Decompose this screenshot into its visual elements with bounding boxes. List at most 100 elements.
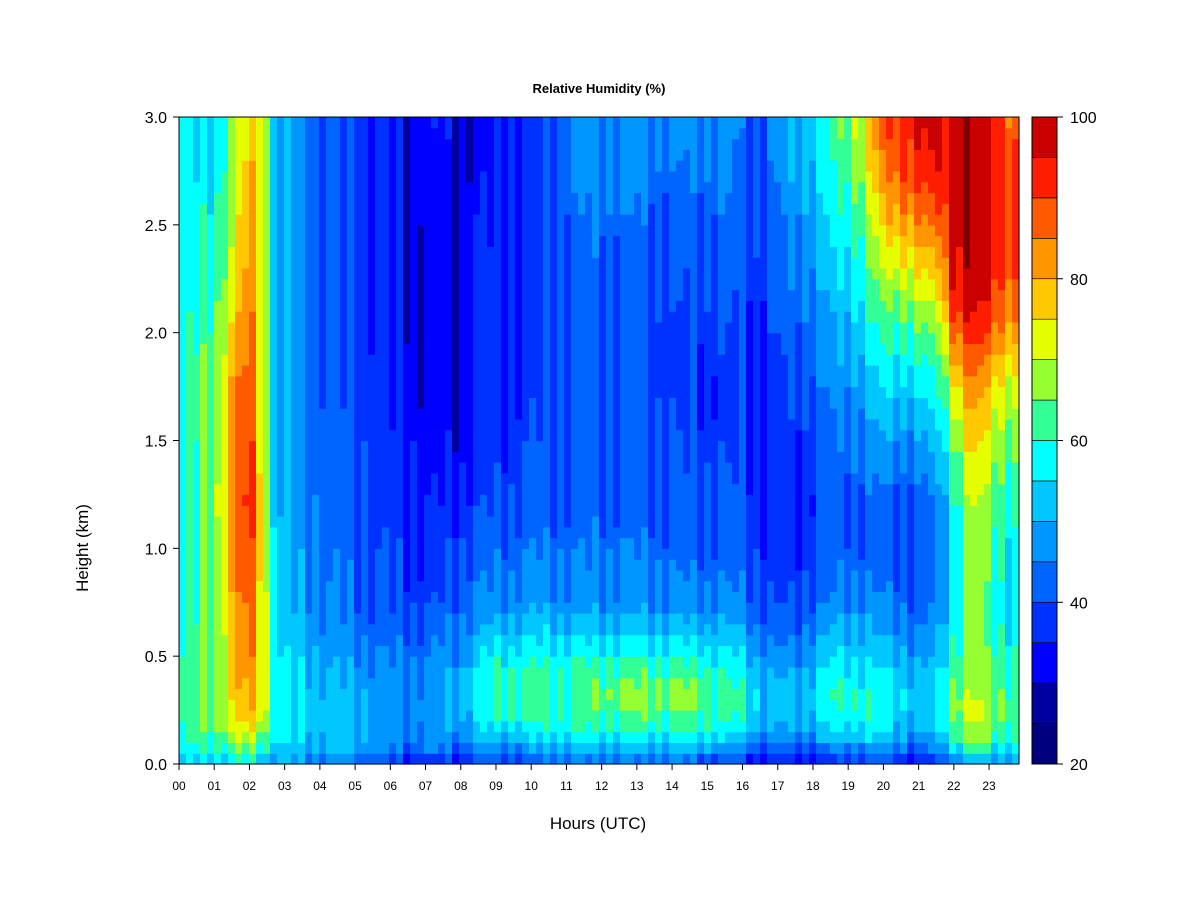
heatmap-cell <box>375 440 383 452</box>
heatmap-cell <box>354 580 362 593</box>
heatmap-cell <box>214 634 222 646</box>
heatmap-cell <box>480 386 488 398</box>
heatmap-cell <box>249 494 257 506</box>
heatmap-cell <box>305 149 313 161</box>
heatmap-cell <box>249 354 257 366</box>
heatmap-cell <box>473 354 481 366</box>
heatmap-cell <box>634 267 642 280</box>
heatmap-cell <box>396 591 404 603</box>
heatmap-cell <box>354 214 362 226</box>
heatmap-cell <box>368 634 376 646</box>
heatmap-cell <box>312 289 320 301</box>
heatmap-cell <box>256 688 264 700</box>
heatmap-cell <box>627 224 635 237</box>
heatmap-cell <box>746 203 754 215</box>
heatmap-cell <box>438 117 446 129</box>
heatmap-cell <box>634 451 642 463</box>
heatmap-cell <box>333 731 341 744</box>
heatmap-cell <box>424 246 432 258</box>
heatmap-cell <box>298 257 306 269</box>
heatmap-cell <box>655 149 663 161</box>
heatmap-cell <box>627 666 635 679</box>
heatmap-cell <box>690 257 698 269</box>
heatmap-cell <box>368 699 376 711</box>
heatmap-cell <box>648 354 656 366</box>
heatmap-cell <box>452 375 460 388</box>
heatmap-cell <box>697 505 705 517</box>
heatmap-cell <box>753 710 761 722</box>
heatmap-cell <box>522 127 530 140</box>
heatmap-cell <box>690 343 698 355</box>
heatmap-cell <box>697 710 705 722</box>
heatmap-cell <box>298 300 306 312</box>
heatmap-cell <box>242 289 250 301</box>
heatmap-cell <box>746 526 754 539</box>
heatmap-cell <box>718 537 726 549</box>
heatmap-cell <box>606 321 614 334</box>
heatmap-cell <box>515 720 523 733</box>
heatmap-cell <box>522 537 530 549</box>
heatmap-cell <box>550 149 558 161</box>
heatmap-cell <box>501 343 509 355</box>
heatmap-cell <box>480 149 488 161</box>
heatmap-cell <box>480 515 488 528</box>
heatmap-cell <box>242 645 250 657</box>
heatmap-cell <box>389 645 397 657</box>
heatmap-cell <box>291 472 299 485</box>
heatmap-cell <box>578 289 586 301</box>
heatmap-cell <box>319 267 327 280</box>
heatmap-cell <box>291 289 299 301</box>
heatmap-cell <box>200 181 208 194</box>
heatmap-cell <box>396 602 404 614</box>
heatmap-cell <box>648 526 656 539</box>
heatmap-cell <box>697 440 705 452</box>
heatmap-cell <box>200 515 208 528</box>
heatmap-cell <box>438 192 446 204</box>
heatmap-cell <box>480 321 488 334</box>
heatmap-cell <box>389 569 397 582</box>
heatmap-cell <box>382 181 390 194</box>
heatmap-cell <box>571 537 579 549</box>
heatmap-cell <box>389 688 397 700</box>
heatmap-cell <box>375 548 383 560</box>
heatmap-cell <box>242 677 250 690</box>
heatmap-cell <box>620 645 628 657</box>
heatmap-cell <box>753 397 761 409</box>
heatmap-cell <box>466 602 474 614</box>
heatmap-cell <box>529 224 537 237</box>
heatmap-cell <box>431 580 439 593</box>
heatmap-cell <box>424 386 432 398</box>
heatmap-cell <box>739 526 747 539</box>
heatmap-cell <box>739 462 747 474</box>
heatmap-cell <box>718 149 726 161</box>
heatmap-cell <box>648 494 656 506</box>
heatmap-cell <box>256 483 264 496</box>
heatmap-cell <box>564 192 572 204</box>
heatmap-cell <box>396 656 404 668</box>
heatmap-cell <box>732 472 740 485</box>
heatmap-cell <box>298 117 306 129</box>
heatmap-cell <box>606 181 614 194</box>
heatmap-cell <box>375 138 383 150</box>
heatmap-cell <box>550 138 558 150</box>
heatmap-cell <box>473 117 481 129</box>
heatmap-cell <box>725 634 733 646</box>
heatmap-cell <box>200 386 208 398</box>
heatmap-cell <box>305 483 313 496</box>
heatmap-cell <box>473 559 481 571</box>
heatmap-cell <box>655 515 663 528</box>
heatmap-cell <box>529 505 537 517</box>
heatmap-cell <box>207 343 215 355</box>
heatmap-cell <box>333 548 341 560</box>
heatmap-cell <box>263 375 271 388</box>
heatmap-cell <box>550 170 558 183</box>
heatmap-cell <box>291 505 299 517</box>
heatmap-cell <box>361 494 369 506</box>
heatmap-cell <box>571 332 579 345</box>
heatmap-cell <box>305 602 313 614</box>
heatmap-cell <box>431 214 439 226</box>
heatmap-cell <box>270 429 278 442</box>
heatmap-cell <box>739 278 747 291</box>
heatmap-cell <box>557 117 565 129</box>
heatmap-cell <box>564 397 572 409</box>
